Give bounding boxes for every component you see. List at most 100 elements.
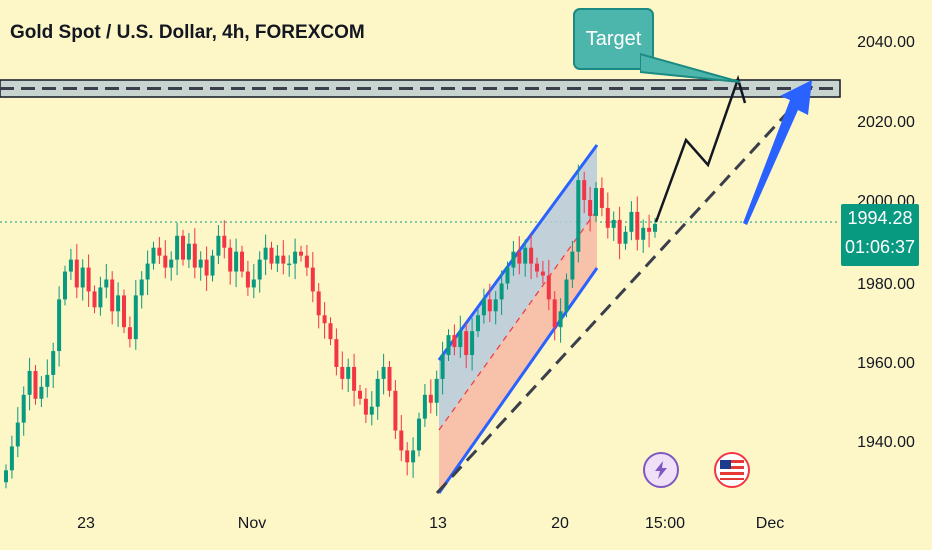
last-price-value: 1994.28 xyxy=(847,208,913,228)
candle-body xyxy=(251,279,256,288)
x-tick-20: 20 xyxy=(551,515,569,532)
candle-body xyxy=(145,263,150,280)
candle-body xyxy=(588,200,593,216)
candle-body xyxy=(80,267,85,288)
candle-body xyxy=(552,299,557,328)
candle-body xyxy=(175,235,180,260)
candle-body xyxy=(116,295,121,312)
candle-body xyxy=(340,366,345,379)
candle-body xyxy=(163,255,168,268)
candle-body xyxy=(299,251,303,256)
candle-body xyxy=(434,378,439,403)
x-tick-23: 23 xyxy=(77,515,95,532)
candle-body xyxy=(322,315,327,324)
candle-body xyxy=(181,235,185,260)
candle-body xyxy=(417,418,421,451)
candle-body xyxy=(387,366,392,391)
candle-body xyxy=(74,259,79,288)
candle-body xyxy=(653,223,657,232)
candle-body xyxy=(245,271,250,288)
candle-body xyxy=(151,247,156,264)
candle-body xyxy=(458,331,463,348)
candlestick-series xyxy=(4,164,657,489)
candle-body xyxy=(352,366,357,391)
candle-body xyxy=(505,267,510,284)
symbol-title: Gold Spot / U.S. Dollar, 4h, FOREXCOM xyxy=(10,22,365,43)
y-tick-2020: 2020.00 xyxy=(857,114,915,131)
economic-event-us[interactable] xyxy=(714,452,750,488)
candle-body xyxy=(641,227,646,240)
candle-body xyxy=(617,219,622,244)
candle-body xyxy=(228,247,233,272)
candle-body xyxy=(275,255,280,264)
x-tick-1500: 15:00 xyxy=(645,515,685,532)
candle-body xyxy=(287,263,292,266)
candle-body xyxy=(582,180,587,200)
candle-body xyxy=(21,394,26,423)
candle-body xyxy=(446,335,451,356)
candle-body xyxy=(304,255,309,268)
time-axis: 23 Nov 13 20 15:00 Dec xyxy=(77,515,784,532)
candle-body xyxy=(540,271,545,276)
candle-body xyxy=(27,370,32,395)
candle-body xyxy=(334,339,339,367)
candle-body xyxy=(15,422,20,447)
candle-body xyxy=(33,370,38,399)
candle-body xyxy=(529,247,534,264)
candle-body xyxy=(594,188,598,216)
candle-body xyxy=(375,378,380,407)
candle-body xyxy=(4,470,8,483)
candle-body xyxy=(623,231,628,244)
candle-body xyxy=(405,450,410,463)
candle-body xyxy=(98,287,103,308)
candle-body xyxy=(222,235,227,248)
economic-event-lightning[interactable] xyxy=(643,452,679,488)
blue-arrow xyxy=(743,80,812,225)
candle-body xyxy=(210,255,215,276)
candle-body xyxy=(216,235,221,256)
us-flag-icon xyxy=(720,460,744,480)
candle-body xyxy=(122,295,126,328)
candle-body xyxy=(481,299,486,316)
candle-body xyxy=(281,255,286,264)
candle-body xyxy=(263,247,268,260)
candle-body xyxy=(635,211,640,240)
candle-body xyxy=(57,299,62,352)
candle-body xyxy=(570,251,575,280)
trendline-support xyxy=(435,84,814,495)
candle-body xyxy=(605,207,610,228)
candle-body xyxy=(363,398,368,415)
candle-body xyxy=(316,291,321,316)
last-price-tag: 1994.28 01:06:37 xyxy=(841,204,919,266)
candle-body xyxy=(476,315,480,332)
candle-body xyxy=(328,323,333,340)
x-tick-nov: Nov xyxy=(238,515,266,532)
candle-body xyxy=(440,355,445,379)
candle-body xyxy=(92,291,97,308)
candle-body xyxy=(470,331,475,356)
candle-body xyxy=(576,180,581,252)
candle-body xyxy=(611,219,616,228)
candle-body xyxy=(234,251,239,272)
candle-body xyxy=(369,406,374,415)
candle-body xyxy=(45,374,50,387)
candle-body xyxy=(629,211,634,232)
candle-body xyxy=(493,299,498,312)
candle-body xyxy=(487,299,492,312)
y-tick-2040: 2040.00 xyxy=(857,34,915,51)
candle-body xyxy=(464,331,469,356)
candle-body xyxy=(393,390,398,431)
candle-body xyxy=(399,430,404,451)
candle-body xyxy=(546,275,551,300)
candle-body xyxy=(192,243,197,268)
candle-body xyxy=(68,259,73,272)
candle-body xyxy=(198,259,203,268)
candle-body xyxy=(452,335,457,348)
candle-body xyxy=(204,259,209,276)
candle-body xyxy=(51,351,56,375)
x-tick-13: 13 xyxy=(429,515,447,532)
y-tick-1980: 1980.00 xyxy=(857,276,915,293)
candle-body xyxy=(411,450,416,463)
candle-body xyxy=(127,327,132,340)
